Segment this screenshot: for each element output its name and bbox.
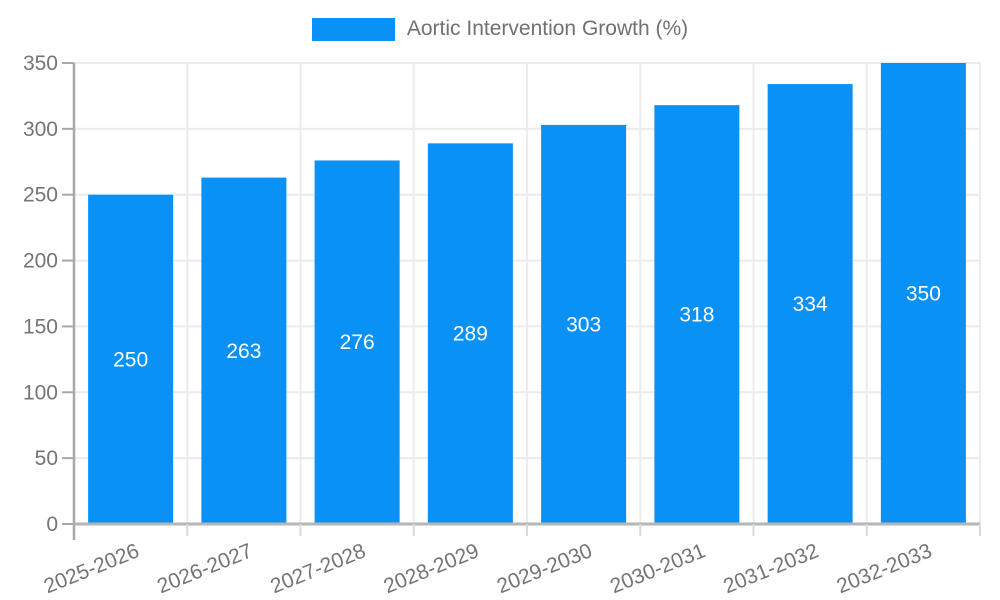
bar-value-label: 289 [453,323,488,346]
x-tick-label: 2030-2031 [607,539,709,598]
legend-label: Aortic Intervention Growth (%) [406,17,689,40]
bar-value-label: 334 [793,293,828,316]
bar-value-label: 318 [679,304,714,327]
legend-swatch [311,17,395,41]
y-tick-label: 200 [23,250,58,273]
x-tick-label: 2032-2033 [834,539,936,598]
bar [880,63,966,524]
y-tick-label: 100 [23,381,58,404]
y-tick-label: 0 [46,513,58,536]
bar [427,143,513,525]
bar-value-label: 303 [566,313,601,336]
y-tick-label: 250 [23,184,58,207]
y-tick-label: 50 [35,447,58,470]
y-tick-label: 350 [23,52,58,75]
bar [88,194,174,524]
legend[interactable]: Aortic Intervention Growth (%) [0,17,1000,41]
bar [314,160,400,524]
bar-value-label: 350 [906,283,941,306]
bar-value-label: 250 [113,348,148,371]
x-tick-label: 2028-2029 [381,539,483,598]
bar [767,84,853,525]
y-tick-label: 300 [23,118,58,141]
x-tick-label: 2026-2027 [154,539,256,598]
x-tick-label: 2025-2026 [41,539,143,598]
bar [541,124,627,525]
x-tick-label: 2029-2030 [494,539,596,598]
y-tick-label: 150 [23,315,58,338]
x-tick-label: 2031-2032 [720,539,822,598]
bar-value-label: 276 [340,331,375,354]
bar [201,177,287,524]
x-tick-label: 2027-2028 [267,539,369,598]
bar-value-label: 263 [226,340,261,363]
bar [654,105,740,525]
